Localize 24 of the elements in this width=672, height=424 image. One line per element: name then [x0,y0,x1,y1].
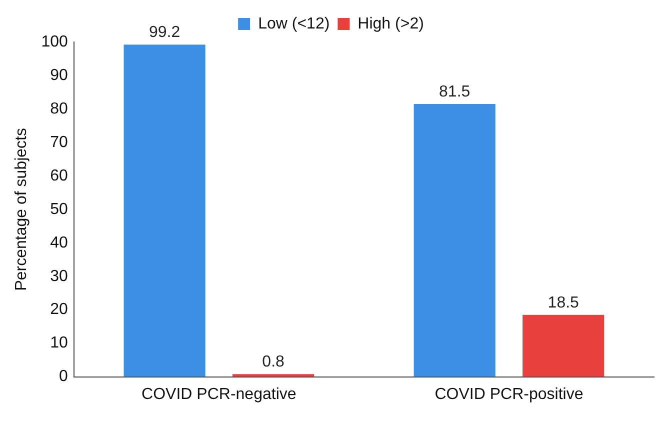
x-tick-label: COVID PCR-positive [434,386,584,403]
y-tick-label: 40 [50,234,68,252]
y-tick-label: 70 [50,134,68,151]
y-tick-label: 90 [50,66,68,84]
y-axis-title: Percentage of subjects [13,128,30,291]
y-tick-label: 50 [50,200,68,218]
legend-label: High (>2) [358,15,424,32]
y-tick-label: 100 [41,33,68,50]
data-label: 81.5 [439,83,470,100]
data-label: 99.2 [148,24,180,42]
y-tick-label: 0 [58,368,68,386]
data-label: 18.5 [548,294,580,312]
bar [232,374,314,377]
y-tick-label: 60 [50,167,68,184]
y-tick-label: 20 [50,301,68,318]
y-tick-label: 80 [50,100,68,118]
y-tick-label: 30 [50,268,68,285]
legend-label: Low (<12) [258,15,330,32]
y-tick-label: 10 [50,334,68,352]
bar [522,314,604,377]
bar [414,104,496,377]
x-tick-label: COVID PCR-negative [142,386,296,403]
bar [124,44,206,377]
data-label: 0.8 [262,354,285,371]
